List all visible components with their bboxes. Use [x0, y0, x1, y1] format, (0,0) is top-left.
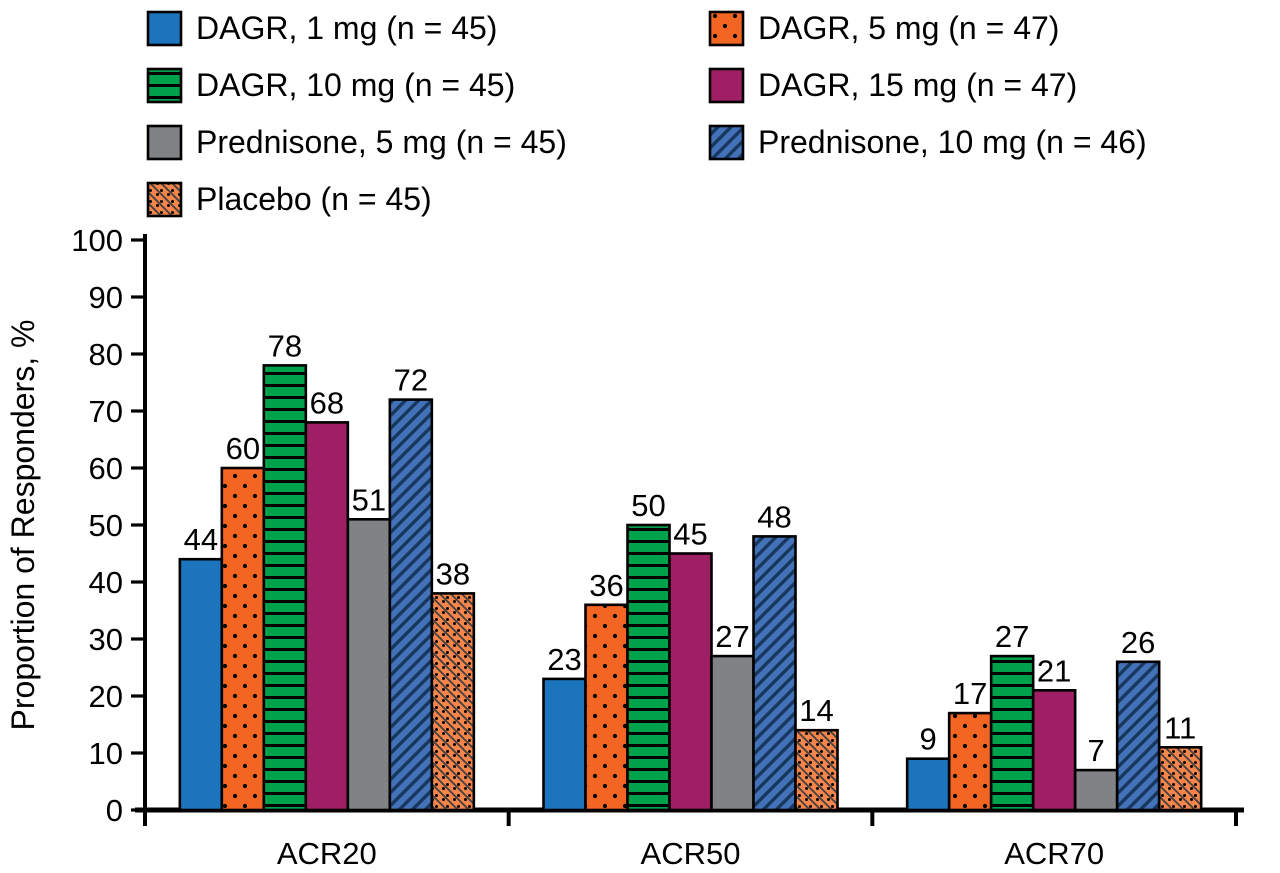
bar — [1157, 745, 1203, 812]
legend-item: DAGR, 1 mg (n = 45) — [146, 10, 497, 47]
legend-item: Placebo (n = 45) — [146, 181, 432, 218]
bar-value-label: 23 — [547, 642, 581, 677]
legend-label: Prednisone, 10 mg (n = 46) — [758, 124, 1147, 160]
legend-label: Prednisone, 5 mg (n = 45) — [196, 124, 567, 160]
bar-value-label: 48 — [757, 499, 791, 534]
y-tick-label: 30 — [89, 622, 123, 657]
axes: 0 10 20 30 40 50 60 70 80 90 100 Proportion of Resp… — [5, 223, 1244, 828]
bar-value-label: 51 — [352, 482, 386, 517]
bar — [668, 552, 713, 812]
bar — [1115, 660, 1161, 812]
legend: DAGR, 1 mg (n = 45) DAGR, 5 mg (n = 47) DA… — [146, 10, 1147, 218]
legend-label: DAGR, 15 mg (n = 47) — [758, 67, 1077, 103]
legend-item: DAGR, 15 mg (n = 47) — [708, 67, 1077, 104]
legend-swatch — [146, 10, 183, 47]
legend-item: DAGR, 5 mg (n = 47) — [708, 10, 1059, 47]
bar-value-label: 36 — [589, 568, 623, 603]
legend-swatch — [146, 67, 183, 104]
bar-value-label: 78 — [268, 328, 302, 363]
bar-value-label: 27 — [715, 619, 749, 654]
legend-swatch — [708, 124, 745, 161]
legend-label: DAGR, 10 mg (n = 45) — [196, 67, 515, 103]
y-tick-label: 70 — [89, 394, 123, 429]
bar-value-label: 44 — [184, 522, 218, 557]
y-tick-label: 20 — [89, 679, 123, 714]
bar — [710, 654, 755, 812]
y-tick-label: 90 — [89, 280, 123, 315]
y-tick-label: 0 — [106, 793, 123, 828]
bar — [989, 654, 1035, 812]
bar — [388, 398, 434, 812]
legend-item: DAGR, 10 mg (n = 45) — [146, 67, 515, 104]
legend-label: Placebo (n = 45) — [196, 181, 432, 217]
x-category-label: ACR50 — [641, 836, 741, 871]
bar — [304, 421, 350, 812]
bar — [752, 535, 797, 812]
bar-value-label: 9 — [920, 722, 937, 757]
bar-value-label: 21 — [1037, 653, 1071, 688]
bar-value-label: 68 — [310, 385, 344, 420]
bar — [905, 757, 951, 812]
bar — [178, 557, 224, 812]
bar — [1073, 768, 1119, 812]
bar-value-label: 38 — [436, 556, 470, 591]
bar — [220, 466, 266, 812]
legend-swatch — [146, 124, 183, 161]
bar-value-label: 14 — [799, 693, 833, 728]
legend-swatch — [708, 10, 745, 47]
y-tick-label: 60 — [89, 451, 123, 486]
bar — [542, 677, 587, 812]
legend-label: DAGR, 1 mg (n = 45) — [196, 10, 497, 46]
bar — [262, 364, 308, 812]
bar — [346, 517, 392, 812]
legend-item: Prednisone, 10 mg (n = 46) — [708, 124, 1147, 161]
bar-value-label: 50 — [631, 488, 665, 523]
bar-value-label: 17 — [953, 676, 987, 711]
bar — [794, 728, 839, 812]
bar-value-label: 27 — [995, 619, 1029, 654]
bar — [584, 603, 629, 812]
x-category-label: ACR70 — [1004, 836, 1104, 871]
y-tick-label: 10 — [89, 736, 123, 771]
bar — [1031, 688, 1077, 812]
legend-label: DAGR, 5 mg (n = 47) — [758, 10, 1059, 46]
y-tick-label: 100 — [71, 223, 123, 258]
bar-value-label: 7 — [1088, 733, 1105, 768]
bar — [947, 711, 993, 812]
bar — [626, 523, 671, 812]
bar-value-label: 26 — [1121, 625, 1155, 660]
legend-swatch — [146, 181, 183, 218]
y-tick-label: 50 — [89, 508, 123, 543]
bar-value-label: 60 — [226, 431, 260, 466]
y-axis-title: Proportion of Responders, % — [5, 320, 41, 731]
x-category-label: ACR20 — [277, 836, 377, 871]
bar — [430, 592, 476, 812]
y-tick-label: 80 — [89, 337, 123, 372]
legend-swatch — [708, 67, 745, 104]
y-tick-label: 40 — [89, 565, 123, 600]
legend-item: Prednisone, 5 mg (n = 45) — [146, 124, 567, 161]
bar-value-label: 11 — [1164, 710, 1196, 745]
bar-value-label: 72 — [394, 363, 428, 398]
bar-value-label: 45 — [673, 517, 707, 552]
